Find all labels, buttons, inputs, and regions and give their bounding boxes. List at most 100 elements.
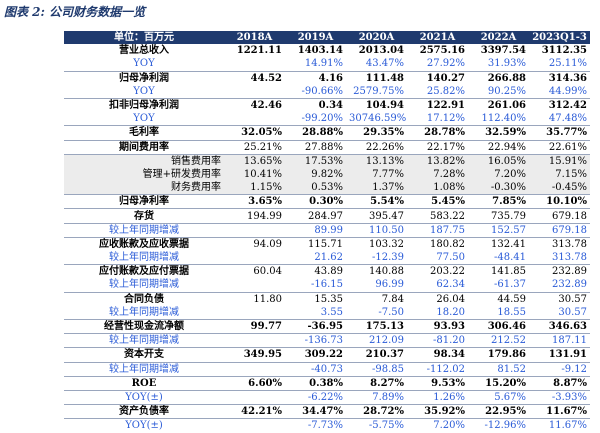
cell: 212.09	[346, 333, 407, 349]
cell: 266.88	[487, 72, 526, 84]
cell: -98.85	[346, 362, 407, 377]
cell: 261.06	[487, 100, 526, 112]
cell: 309.22	[285, 347, 346, 363]
table-row: 资产负债率 42.21% 34.47% 28.72% 35.92% 22.95% 11.67…	[64, 404, 590, 420]
cell: 13.65%	[224, 154, 285, 168]
cell: 3397.54	[480, 45, 526, 57]
cell: 44.99%	[529, 84, 590, 99]
cell: -16.15	[285, 278, 346, 293]
cell: 2013.04	[358, 45, 404, 57]
cell: 15.35	[314, 293, 343, 305]
cell: 93.93	[407, 319, 468, 335]
row-label: 较上年同期增减	[64, 333, 224, 349]
cell: 27.88%	[285, 140, 346, 155]
cell: 0.30%	[285, 194, 346, 210]
cell: -136.73	[285, 333, 346, 349]
row-label: YOY	[64, 112, 224, 127]
cell: 152.57	[468, 223, 529, 238]
header-cell: 2023Q1-3	[529, 31, 590, 45]
cell: 60.04	[253, 266, 282, 278]
cell: 679.18	[529, 208, 590, 224]
cell: 17.12%	[407, 112, 468, 127]
cell: 6.60%	[224, 376, 285, 391]
row-label: 较上年同期增减	[64, 251, 224, 266]
cell: 15.91%	[529, 154, 590, 168]
cell: 232.89	[529, 278, 590, 293]
cell: 7.89%	[346, 390, 407, 406]
cell: 26.04	[436, 293, 465, 305]
cell: 3112.35	[541, 45, 587, 57]
cell: 90.25%	[468, 84, 529, 99]
table-row: 期间费用率 25.21% 27.88% 22.26% 22.17% 22.94% 22.61…	[64, 140, 590, 155]
cell: 313.78	[529, 251, 590, 266]
table-row: 财务费用率 1.15% 0.53% 1.37% 1.08% -0.30% -0.45%	[64, 181, 590, 196]
row-label: 扣非归母净利润	[109, 100, 179, 112]
cell: 583.22	[407, 208, 468, 224]
cell: 28.72%	[346, 404, 407, 420]
cell: 47.48%	[529, 112, 590, 127]
header-cell: 2019A	[285, 31, 346, 45]
cell	[224, 84, 285, 99]
cell: 110.50	[346, 223, 407, 238]
cell: -0.45%	[529, 181, 590, 196]
row-label: YOY	[64, 84, 224, 99]
cell: 43.47%	[346, 57, 407, 72]
cell: 232.89	[552, 266, 587, 278]
cell: 22.61%	[529, 140, 590, 155]
row-label: 期间费用率	[64, 140, 224, 155]
cell: 31.93%	[468, 57, 529, 72]
table-row: 归母净利润 44.52 4.16 111.48 140.27 266.88 314.36	[64, 71, 590, 85]
cell: 8.27%	[346, 376, 407, 391]
cell: 7.85%	[468, 194, 529, 210]
cell: 2579.75%	[346, 84, 407, 99]
table-row: 较上年同期增减 -136.73 212.09 -81.20 212.52 187.11	[64, 333, 590, 349]
table-row: YOY 14.91% 43.47% 27.92% 31.93% 25.11%	[64, 57, 590, 72]
cell	[224, 57, 285, 72]
table-row: 销售费用率 13.65% 17.53% 13.13% 13.82% 16.05% 15.91…	[64, 154, 590, 168]
cell: 312.42	[548, 100, 587, 112]
finance-table: 单位：百万元 2018A 2019A 2020A 2021A 2022A 2023Q1-3 …	[64, 31, 590, 432]
table-row: 合同负债 11.80 15.35 7.84 26.04 44.59 30.57	[64, 292, 590, 306]
row-label: 合同负债	[124, 293, 164, 305]
cell: 25.21%	[224, 140, 285, 155]
cell: 77.50	[407, 251, 468, 266]
cell: -6.22%	[285, 390, 346, 406]
cell: 7.77%	[346, 167, 407, 182]
cell: 8.87%	[529, 376, 590, 391]
cell: 5.45%	[407, 194, 468, 210]
cell: -90.66%	[285, 84, 346, 99]
table-row: 归母净利率 3.65% 0.30% 5.54% 5.45% 7.85% 10.10%	[64, 194, 590, 210]
cell	[224, 251, 285, 266]
cell: 1221.11	[236, 45, 282, 57]
table-row: 扣非归母净利润 42.46 0.34 104.94 122.91 261.06 312.42	[64, 98, 590, 112]
cell: 1.37%	[346, 181, 407, 196]
cell: 96.99	[346, 278, 407, 293]
cell	[224, 333, 285, 349]
table-row: ROE 6.60% 0.38% 8.27% 9.53% 15.20% 8.87%	[64, 376, 590, 391]
row-label: 管理+研发费用率	[64, 167, 224, 182]
table-row: 资本开支 349.95 309.22 210.37 98.34 179.86 131.91	[64, 347, 590, 363]
cell	[224, 305, 285, 320]
cell: -112.02	[407, 362, 468, 377]
cell: 180.82	[430, 238, 465, 250]
cell: 81.52	[468, 362, 529, 377]
row-label: 较上年同期增减	[64, 362, 224, 377]
cell: -48.41	[468, 251, 529, 266]
row-label: 销售费用率	[64, 154, 224, 168]
table-row: YOY -99.20% 30746.59% 17.12% 112.40% 47.48%	[64, 112, 590, 127]
cell: 7.28%	[407, 167, 468, 182]
cell: 35.77%	[529, 125, 590, 141]
cell: 0.38%	[285, 376, 346, 391]
row-label: 较上年同期增减	[64, 278, 224, 293]
cell: -0.30%	[468, 181, 529, 196]
table-row: YOY -90.66% 2579.75% 25.82% 90.25% 44.99%	[64, 84, 590, 99]
cell: 10.41%	[224, 167, 285, 182]
cell: -9.12	[529, 362, 590, 377]
cell: 35.92%	[407, 404, 468, 420]
table-row: 较上年同期增减 21.62 -12.39 77.50 -48.41 313.78	[64, 251, 590, 266]
cell: 27.92%	[407, 57, 468, 72]
cell: 32.05%	[224, 125, 285, 141]
cell: 2575.16	[419, 45, 465, 57]
cell: 140.88	[369, 266, 404, 278]
